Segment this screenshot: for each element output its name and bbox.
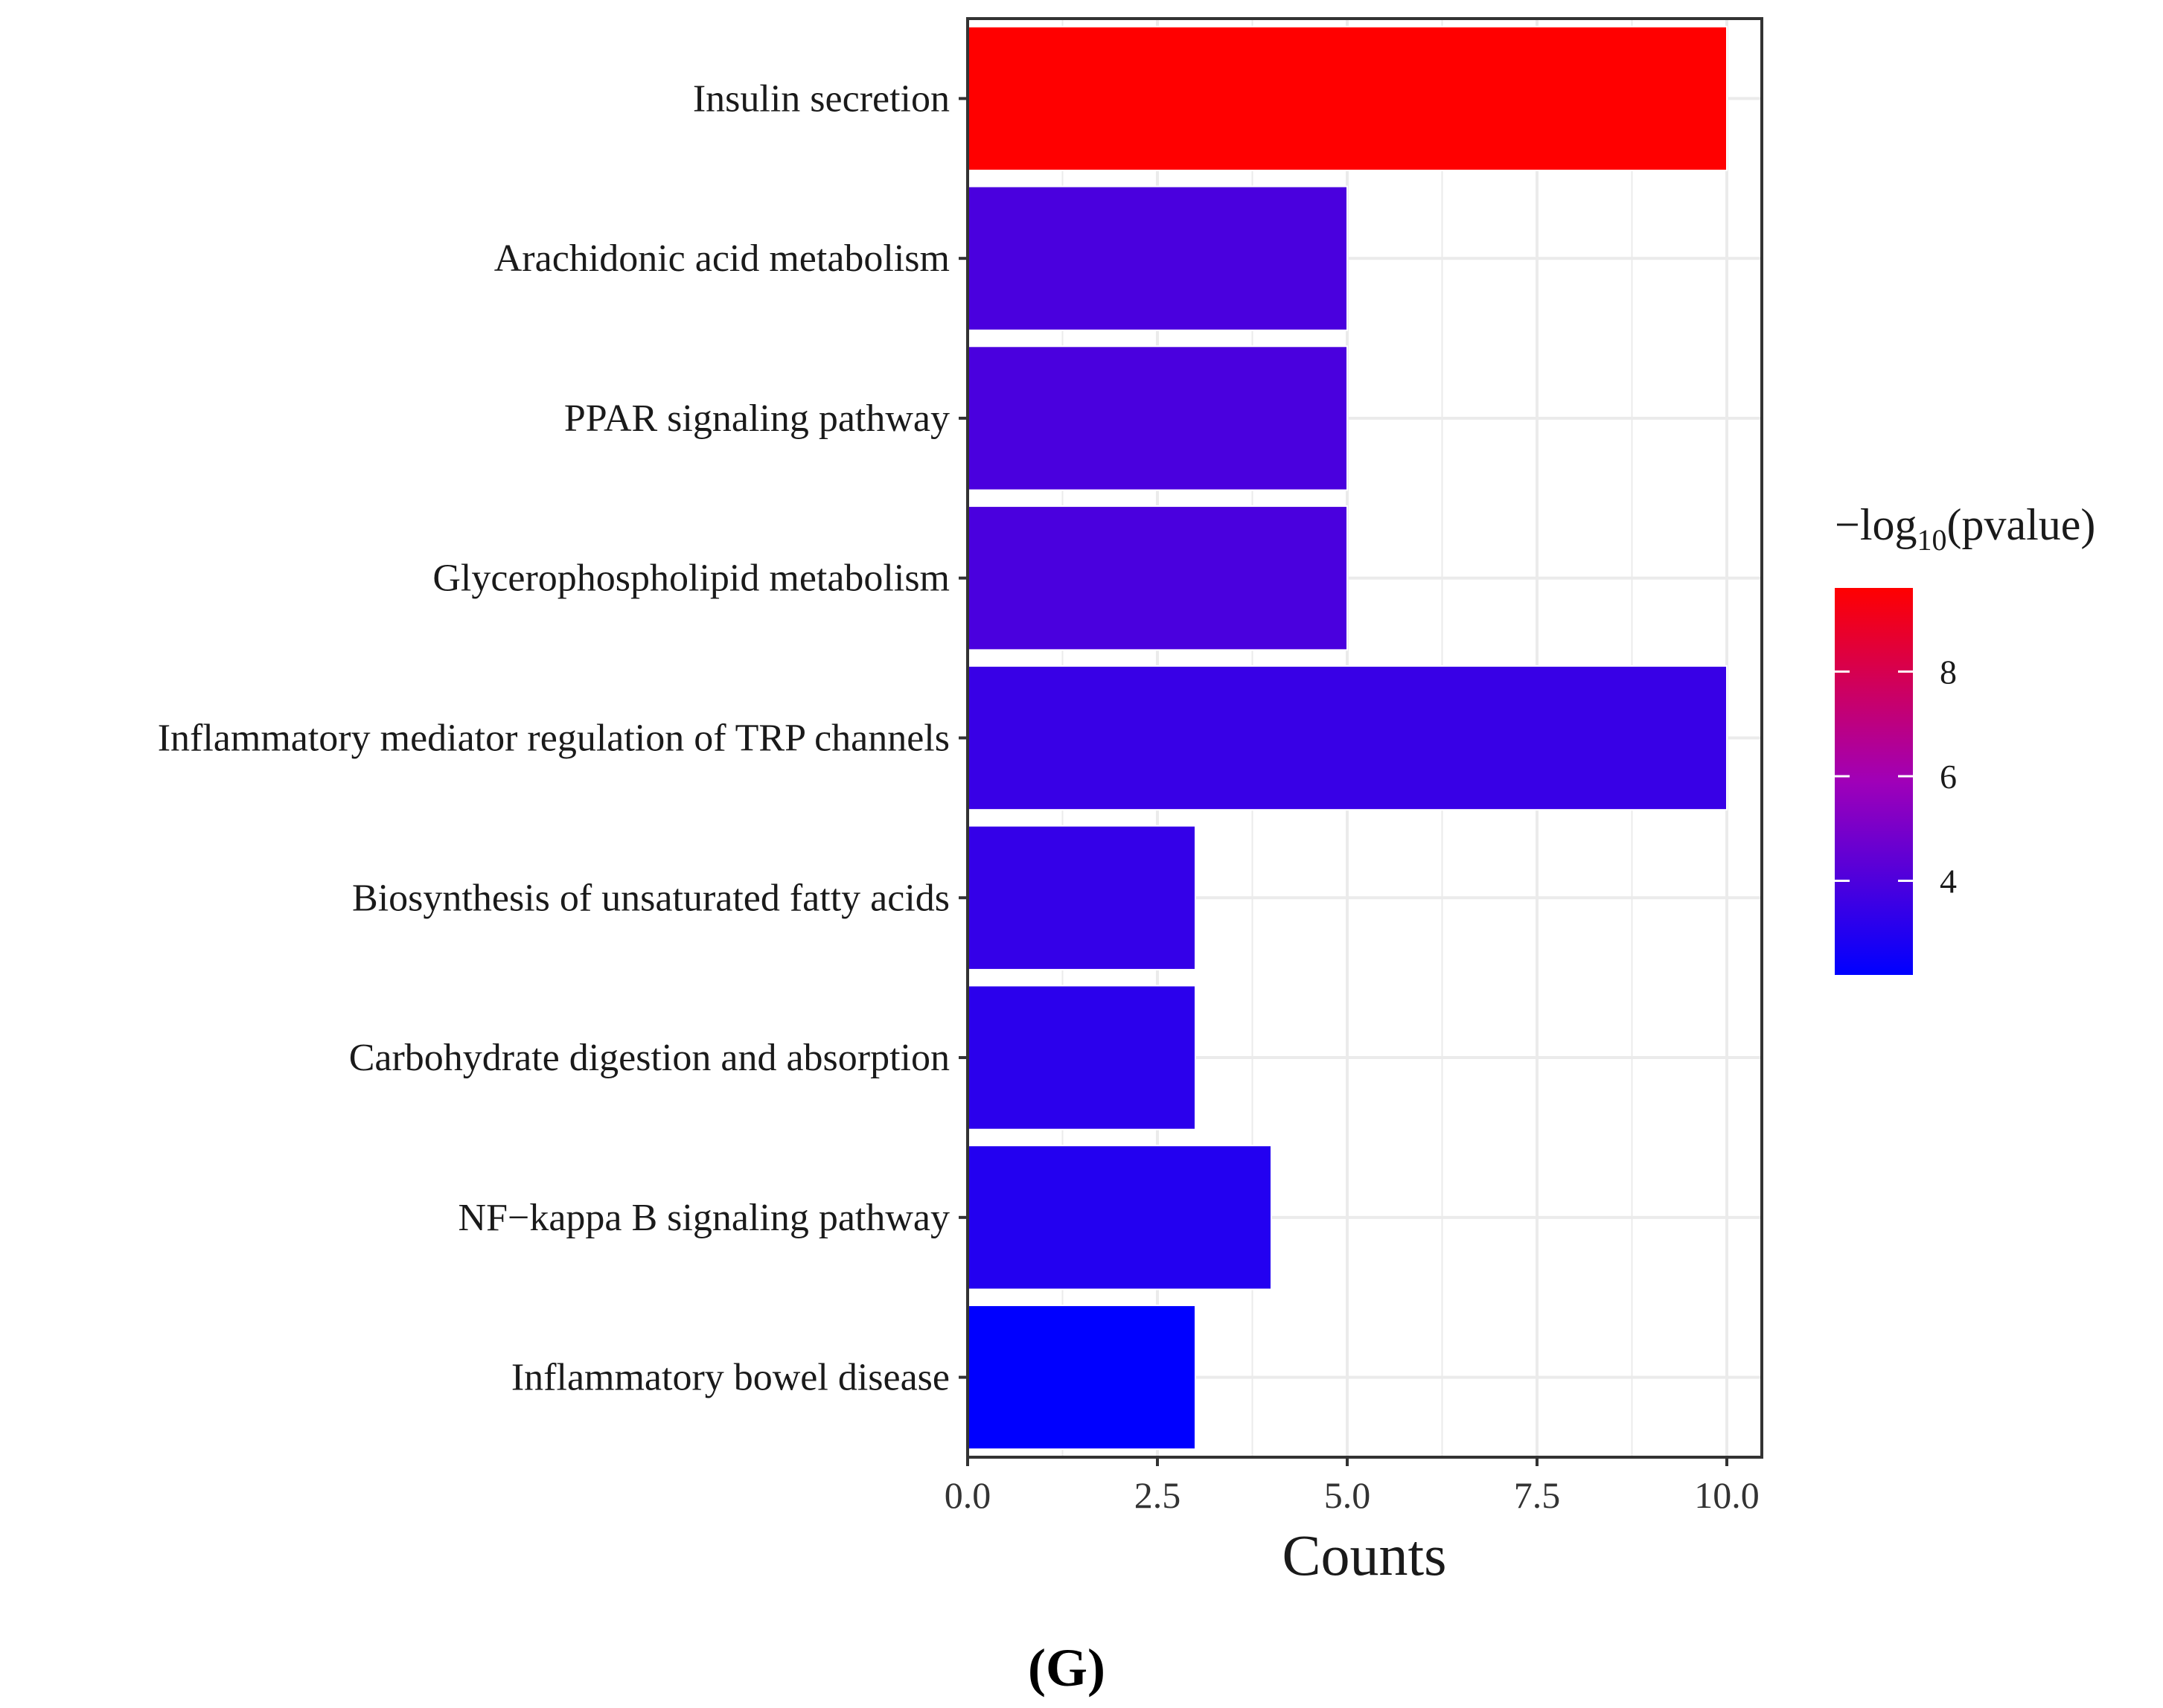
bar — [967, 345, 1348, 491]
color-legend: −log10(pvalue) 8 6 4 — [1835, 500, 2095, 975]
legend-tick-label: 8 — [1940, 653, 1957, 691]
x-tick-label: 0.0 — [945, 1474, 991, 1516]
legend-title: −log10(pvalue) — [1835, 500, 2095, 557]
legend-colorbar — [1835, 588, 1913, 975]
category-label: Inflammatory mediator regulation of TRP … — [158, 717, 950, 760]
bar — [967, 985, 1196, 1130]
x-axis: 0.0 2.5 5.0 7.5 10.0 — [945, 1457, 1760, 1516]
category-label: Carbohydrate digestion and absorption — [349, 1037, 950, 1079]
bar — [967, 665, 1728, 811]
category-label: PPAR signaling pathway — [564, 397, 950, 440]
bars — [967, 25, 1728, 1450]
bar — [967, 25, 1728, 172]
category-label: Glycerophospholipid metabolism — [432, 557, 950, 600]
x-axis-title: Counts — [1282, 1523, 1446, 1587]
bar — [967, 185, 1348, 331]
legend-title-prefix: −log — [1835, 500, 1917, 549]
legend-title-suffix: (pvalue) — [1947, 500, 2096, 549]
category-label: Arachidonic acid metabolism — [494, 237, 950, 280]
bar — [967, 1145, 1272, 1290]
x-tick-label: 7.5 — [1514, 1474, 1561, 1516]
category-label: NF−kappa B signaling pathway — [459, 1197, 950, 1239]
legend-ticks: 8 6 4 — [1835, 653, 1957, 901]
bar — [967, 1304, 1196, 1450]
legend-tick-label: 6 — [1940, 758, 1957, 796]
category-label: Inflammatory bowel disease — [511, 1357, 950, 1399]
x-tick-label: 5.0 — [1324, 1474, 1371, 1516]
panel-label: (G) — [1028, 1638, 1105, 1698]
x-tick-label: 10.0 — [1694, 1474, 1760, 1516]
legend-tick-label: 4 — [1940, 863, 1957, 901]
bar — [967, 505, 1348, 651]
bar — [967, 825, 1196, 970]
category-axis: Insulin secretion Arachidonic acid metabo… — [158, 77, 968, 1399]
category-label: Biosynthesis of unsaturated fatty acids — [352, 877, 950, 919]
x-tick-label: 2.5 — [1134, 1474, 1181, 1516]
legend-title-subscript: 10 — [1917, 523, 1947, 557]
category-label: Insulin secretion — [693, 77, 950, 120]
